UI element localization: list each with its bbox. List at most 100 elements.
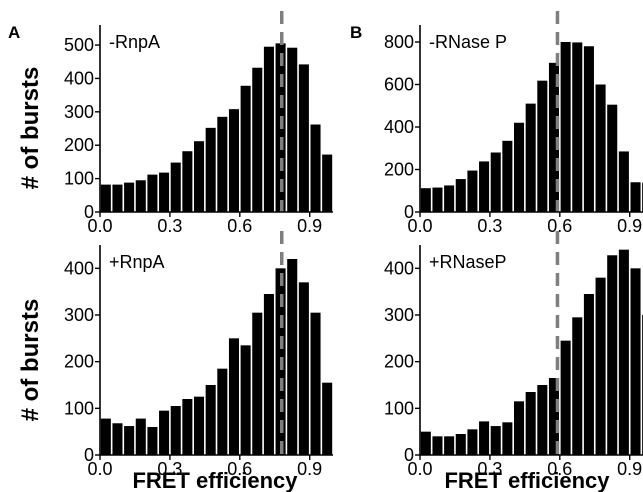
chart-b-top-bar — [514, 122, 525, 212]
chart-b-bottom-bar — [479, 421, 490, 455]
chart-a-top-bar — [217, 116, 228, 212]
chart-b-top-annotation: -RNase P — [429, 32, 507, 52]
chart-b-top-bar — [572, 42, 583, 212]
chart-a-bottom-bar — [287, 259, 298, 455]
chart-b-top-bar — [490, 152, 501, 212]
chart-a-bottom-bar — [205, 385, 216, 455]
chart-a-top-bar — [170, 162, 181, 212]
chart-b-bottom-bar — [595, 277, 606, 455]
chart-b-bottom-x-tick-label: 0.9 — [617, 459, 642, 479]
panels: 0 100 200 300 400 500 0.0 0.3 0.6 0.9 -RnpA 0 200 400… — [64, 11, 643, 479]
chart-b-top-y-tick-label: 600 — [384, 75, 414, 95]
chart-b-bottom-x-tick-label: 0.6 — [547, 459, 572, 479]
chart-a-bottom: 0 100 200 300 400 0.0 0.3 0.6 0.9 +RnpA — [64, 231, 333, 479]
chart-b-top-bar — [618, 151, 629, 212]
chart-a-top-bar — [228, 109, 239, 212]
chart-b-top-bar — [455, 179, 466, 212]
chart-b-bottom-bar — [455, 434, 466, 455]
chart-a-bottom-bar — [228, 338, 239, 455]
x-axis-label-right: FRET efficiency — [444, 468, 610, 492]
chart-a-bottom-bar — [124, 426, 135, 455]
chart-a-bottom-bar — [322, 382, 333, 455]
chart-b-top-x-tick-label: 0.3 — [477, 216, 502, 236]
chart-a-top-bar — [159, 172, 170, 212]
chart-a-top-bar — [240, 85, 251, 212]
chart-a-bottom-bar — [135, 418, 146, 455]
chart-a-bottom-y-tick-label: 100 — [64, 398, 94, 418]
chart-b-bottom-bar — [572, 317, 583, 455]
chart-b-bottom-bar — [548, 378, 559, 455]
chart-b-top-bar — [525, 103, 536, 212]
chart-b-top-y-tick-label: 0 — [404, 202, 414, 222]
chart-a-bottom-y-tick-label: 0 — [84, 445, 94, 465]
chart-a-top-bar — [135, 180, 146, 212]
chart-a-top-y-tick-label: 100 — [64, 169, 94, 189]
chart-a-top-bar — [263, 46, 274, 213]
chart-b-bottom-y-tick-label: 100 — [384, 398, 414, 418]
chart-a-bottom-bar — [182, 399, 193, 455]
chart-b-bottom-y-tick-label: 0 — [404, 445, 414, 465]
chart-a-top: 0 100 200 300 400 500 0.0 0.3 0.6 0.9 -RnpA — [64, 11, 333, 236]
chart-a-top-annotation: -RnpA — [109, 32, 160, 52]
chart-b-bottom-bar — [537, 385, 548, 455]
chart-a-bottom-bar — [194, 396, 205, 455]
chart-a-top-bar — [287, 47, 298, 213]
chart-a-bottom-x-tick-label: 0.9 — [297, 459, 322, 479]
y-axis-label-top: # of bursts — [17, 67, 44, 190]
chart-a-bottom-annotation: +RnpA — [109, 252, 165, 272]
chart-a-bottom-bar — [310, 312, 321, 455]
chart-b-top: 0 200 400 600 800 0.0 0.3 0.6 0.9 -RNase P — [384, 11, 643, 236]
chart-b-bottom-bar — [467, 429, 478, 455]
chart-b-bottom-x-tick-label: 0.3 — [477, 459, 502, 479]
chart-b-bottom-bar — [560, 340, 571, 455]
chart-b-bottom-bar — [630, 268, 641, 455]
chart-a-bottom-bar — [100, 418, 111, 455]
chart-a-bottom-y-tick-label: 300 — [64, 305, 94, 325]
chart-b-bottom-bar — [432, 436, 443, 455]
chart-a-bottom-x-tick-label: 0.0 — [87, 459, 112, 479]
chart-a-top-bar — [205, 127, 216, 212]
chart-a-top-y-tick-label: 200 — [64, 135, 94, 155]
chart-a-top-bar — [252, 67, 263, 212]
chart-b-bottom-bar — [583, 294, 594, 455]
panel-letter-a: A — [8, 23, 20, 42]
chart-b-bottom-bar — [607, 255, 618, 455]
chart-a-top-x-tick-label: 0.0 — [87, 216, 112, 236]
chart-b-top-y-tick-label: 800 — [384, 32, 414, 52]
chart-a-top-y-tick-label: 400 — [64, 68, 94, 88]
chart-a-bottom-bar — [159, 410, 170, 455]
chart-a-bottom-x-tick-label: 0.3 — [157, 459, 182, 479]
y-axis-label-bottom: # of bursts — [17, 299, 44, 422]
chart-b-bottom-annotation: +RNaseP — [429, 252, 507, 272]
chart-b-bottom-bar — [420, 431, 431, 455]
chart-b-top-x-tick-label: 0.9 — [617, 216, 642, 236]
panel-letter-b: B — [350, 23, 362, 42]
chart-a-top-y-tick-label: 300 — [64, 102, 94, 122]
chart-a-bottom-y-tick-label: 200 — [64, 352, 94, 372]
chart-b-top-bar — [595, 84, 606, 212]
chart-a-top-bar — [194, 141, 205, 212]
chart-b-bottom-bar — [490, 426, 501, 455]
chart-a-bottom-bar — [170, 406, 181, 455]
chart-b-bottom: 0 100 200 300 400 0.0 0.3 0.6 0.9 +RNaseP — [384, 231, 643, 479]
chart-b-bottom-bar — [514, 401, 525, 455]
chart-b-top-bar — [444, 185, 455, 212]
chart-b-bottom-x-tick-label: 0.0 — [407, 459, 432, 479]
chart-b-bottom-bar — [444, 436, 455, 455]
chart-b-bottom-bar — [502, 422, 513, 455]
chart-a-bottom-bar — [252, 312, 263, 455]
chart-a-bottom-bar — [217, 368, 228, 455]
chart-a-top-x-tick-label: 0.6 — [227, 216, 252, 236]
chart-a-top-y-tick-label: 0 — [84, 202, 94, 222]
chart-a-top-bar — [310, 124, 321, 212]
chart-b-top-y-tick-label: 200 — [384, 160, 414, 180]
chart-b-top-bar — [560, 42, 571, 212]
chart-b-top-bar — [583, 46, 594, 212]
chart-b-bottom-bar — [525, 392, 536, 455]
chart-a-top-bar — [322, 154, 333, 212]
chart-b-top-bar — [479, 161, 490, 212]
chart-a-top-x-tick-label: 0.3 — [157, 216, 182, 236]
chart-a-top-bar — [182, 151, 193, 212]
chart-a-top-x-tick-label: 0.9 — [297, 216, 322, 236]
